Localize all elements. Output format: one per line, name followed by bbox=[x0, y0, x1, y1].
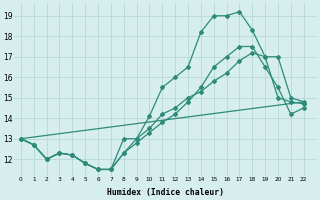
X-axis label: Humidex (Indice chaleur): Humidex (Indice chaleur) bbox=[107, 188, 224, 197]
